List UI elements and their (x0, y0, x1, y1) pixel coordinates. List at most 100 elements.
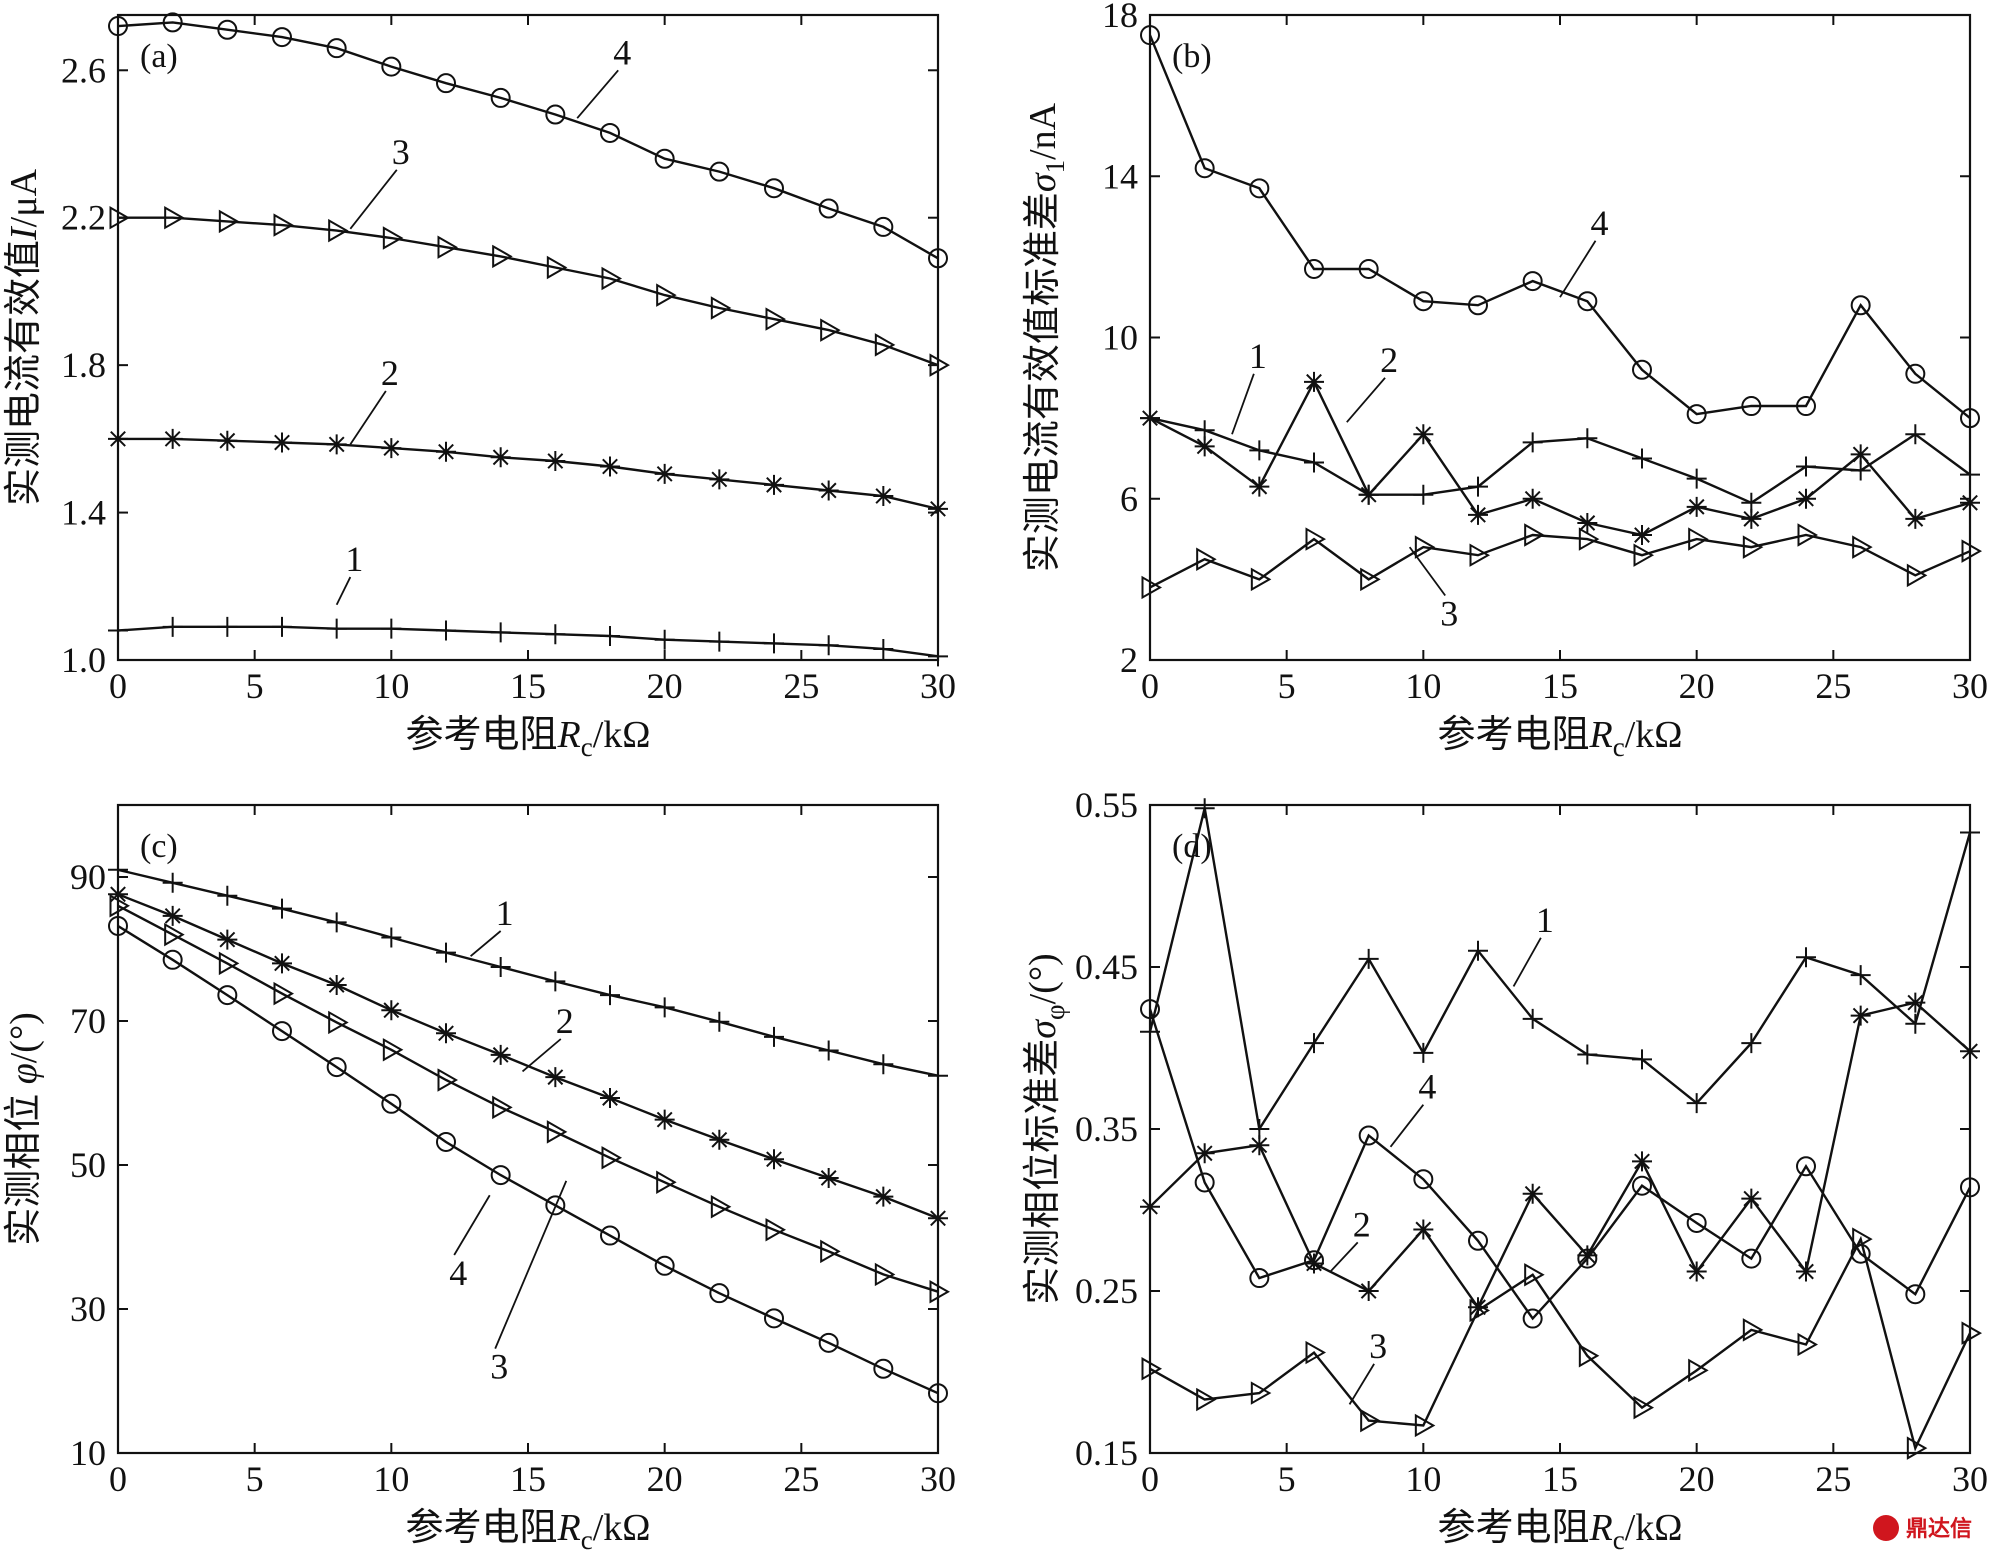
data-point-3 (437, 1068, 459, 1092)
data-point-2 (1140, 408, 1160, 429)
data-point-4 (1796, 396, 1816, 417)
data-point-1 (381, 618, 402, 639)
axis-title-symbol: R (1589, 1507, 1613, 1549)
data-point-3 (109, 894, 131, 918)
data-point-2 (326, 434, 347, 455)
data-point-4 (654, 148, 675, 169)
x-tick-label: 5 (246, 666, 264, 706)
watermark-text: 鼎达信 (1906, 1516, 1972, 1542)
series-label-4: 4 (1559, 203, 1609, 298)
series-line-3 (117, 904, 939, 1293)
data-point-2 (490, 447, 511, 468)
series-1 (1140, 798, 1980, 1139)
axis-title-symbol: σ (1022, 1019, 1064, 1039)
x-tick-label: 0 (109, 666, 127, 706)
data-point-2 (709, 469, 730, 490)
data-point-3 (1742, 535, 1764, 559)
data-point-3 (1196, 1387, 1217, 1412)
data-point-4 (1577, 291, 1598, 312)
series-label-text: 2 (556, 1001, 574, 1041)
data-point-4 (381, 1093, 402, 1114)
data-point-3 (382, 1038, 404, 1062)
series-line-1 (1148, 807, 1972, 1133)
data-point-3 (382, 226, 404, 250)
data-point-4 (1741, 396, 1762, 417)
data-point-1 (600, 985, 620, 1006)
data-point-1 (1796, 947, 1816, 968)
data-point-2 (873, 1186, 894, 1207)
y-axis-title: 实测电流有效值I/μA (3, 168, 45, 506)
data-point-2 (1741, 508, 1762, 529)
data-point-3 (218, 951, 240, 976)
data-point-2 (764, 1149, 784, 1170)
series-label-text: 2 (1380, 340, 1398, 380)
data-point-2 (108, 428, 128, 449)
y-tick-label: 2.6 (61, 50, 106, 90)
series-line-2 (117, 893, 939, 1220)
data-point-3 (710, 1195, 732, 1219)
y-tick-label: 2 (1120, 640, 1138, 680)
data-point-4 (162, 12, 183, 33)
callout-line (1231, 373, 1255, 435)
data-point-2 (1632, 525, 1652, 546)
callout-line (1348, 1363, 1375, 1405)
data-point-2 (1249, 1135, 1270, 1156)
axis-title-main: 实测相位 (3, 1084, 45, 1246)
data-point-2 (162, 905, 183, 926)
data-point-2 (1413, 1219, 1434, 1240)
x-tick-label: 0 (1141, 666, 1159, 706)
y-tick-label: 0.25 (1075, 1271, 1138, 1311)
data-point-1 (217, 616, 238, 637)
series-label-text: 4 (1591, 203, 1609, 243)
data-point-2 (764, 474, 784, 495)
x-tick-label: 30 (920, 666, 956, 706)
x-tick-label: 20 (647, 1459, 683, 1499)
data-point-2 (1741, 1188, 1762, 1209)
data-point-4 (490, 87, 511, 108)
series-label-text: 1 (496, 893, 514, 933)
data-point-3 (328, 218, 349, 243)
data-point-1 (1577, 1044, 1598, 1065)
axis-title-main: 参考电阻 (405, 1507, 557, 1549)
series-line-3 (1149, 1235, 1972, 1452)
data-point-1 (1413, 484, 1434, 505)
data-point-3 (874, 333, 896, 357)
data-point-1 (873, 638, 894, 659)
data-point-4 (873, 1358, 894, 1379)
data-point-2 (818, 1167, 839, 1188)
data-point-1 (1960, 464, 1980, 485)
axis-title-symbol: R (1589, 714, 1613, 756)
data-point-3 (1141, 575, 1163, 600)
data-point-2 (1194, 1143, 1215, 1164)
data-point-3 (1797, 1332, 1819, 1357)
data-point-2 (1796, 488, 1816, 509)
data-point-1 (1905, 424, 1926, 445)
data-point-4 (764, 1308, 784, 1329)
data-point-1 (1304, 452, 1324, 473)
y-tick-label: 70 (70, 1001, 106, 1041)
series-label-text: 2 (381, 353, 399, 393)
data-point-1 (709, 1011, 730, 1032)
data-point-1 (1741, 1033, 1762, 1054)
data-point-1 (1468, 476, 1488, 497)
series-label-4: 4 (449, 1194, 491, 1293)
data-point-1 (272, 898, 292, 919)
data-point-2 (272, 953, 292, 974)
data-point-3 (1578, 1344, 1600, 1368)
series-label-1: 1 (1512, 900, 1554, 987)
data-point-3 (601, 266, 623, 291)
data-point-3 (1797, 523, 1819, 547)
data-point-4 (1905, 363, 1926, 384)
data-point-4 (272, 1021, 292, 1042)
series-line-4 (117, 924, 939, 1395)
data-point-3 (1742, 1318, 1764, 1342)
data-point-1 (818, 1040, 839, 1061)
data-point-2 (217, 430, 238, 451)
callout-line (1389, 1104, 1425, 1148)
x-tick-label: 30 (1952, 666, 1988, 706)
series-label-2: 2 (349, 353, 399, 445)
data-point-4 (600, 1225, 620, 1246)
series-2 (108, 884, 948, 1229)
data-point-2 (928, 1208, 948, 1229)
